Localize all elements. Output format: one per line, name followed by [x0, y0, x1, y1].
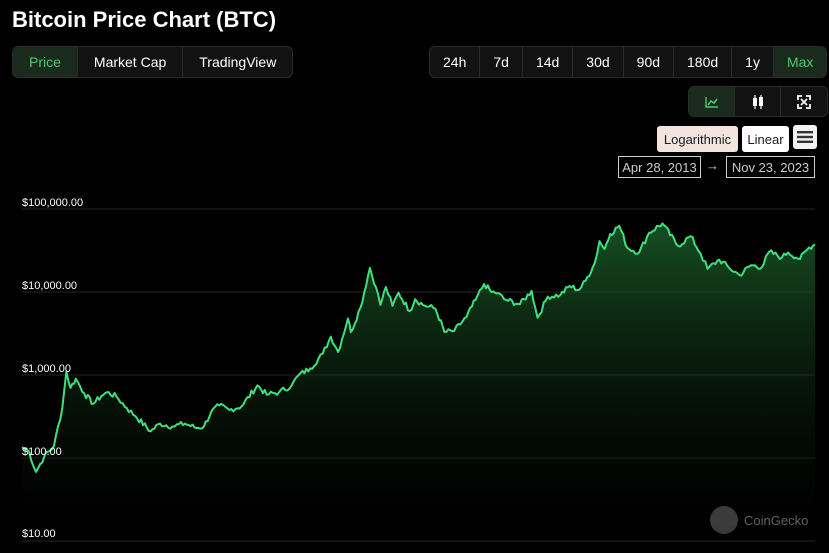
page-title: Bitcoin Price Chart (BTC): [12, 7, 277, 32]
range-24h-button[interactable]: 24h: [430, 47, 481, 77]
chart-menu-button[interactable]: [793, 125, 817, 149]
y-tick-label-1000: $1,000.00: [22, 363, 71, 375]
date-range-arrow-icon: →: [706, 158, 719, 173]
range-30d-button[interactable]: 30d: [573, 47, 624, 77]
price-area-fill: [22, 223, 815, 541]
candlestick-icon: [752, 94, 763, 109]
linear-scale-button[interactable]: Linear: [742, 126, 789, 152]
line-chart-icon: [704, 96, 718, 108]
range-14d-button[interactable]: 14d: [523, 47, 574, 77]
tab-price[interactable]: Price: [13, 47, 78, 77]
tab-market-cap[interactable]: Market Cap: [78, 47, 184, 77]
time-range-selector: 24h 7d 14d 30d 90d 180d 1y Max: [429, 46, 828, 78]
logarithmic-scale-button[interactable]: Logarithmic: [657, 126, 738, 152]
watermark-text: CoinGecko: [744, 512, 809, 528]
line-chart-button[interactable]: [689, 87, 735, 116]
price-line: [21, 222, 816, 473]
fullscreen-button[interactable]: [781, 87, 827, 116]
date-to-input[interactable]: Nov 23, 2023: [726, 156, 815, 178]
hamburger-menu-icon: [797, 131, 813, 143]
chart-type-tabs: Price Market Cap TradingView: [12, 46, 294, 78]
fullscreen-icon: [797, 94, 811, 109]
range-90d-button[interactable]: 90d: [624, 47, 675, 77]
date-from-input[interactable]: Apr 28, 2013: [618, 156, 701, 178]
range-7d-button[interactable]: 7d: [480, 47, 523, 77]
range-1y-button[interactable]: 1y: [732, 47, 774, 77]
range-max-button[interactable]: Max: [773, 47, 827, 77]
tab-tradingview[interactable]: TradingView: [199, 54, 277, 70]
y-tick-label-10000: $10,000.00: [22, 280, 78, 292]
range-180d-button[interactable]: 180d: [674, 47, 733, 77]
candlestick-button[interactable]: [735, 87, 781, 116]
coingecko-watermark: CoinGecko: [710, 506, 808, 534]
coingecko-logo-icon: [710, 506, 738, 534]
view-mode-selector: [688, 86, 828, 117]
y-tick-label-100: $100.00: [22, 446, 62, 458]
y-tick-label-10: $10.00: [22, 528, 56, 540]
y-tick-label-100000: $100,000.00: [22, 197, 84, 209]
